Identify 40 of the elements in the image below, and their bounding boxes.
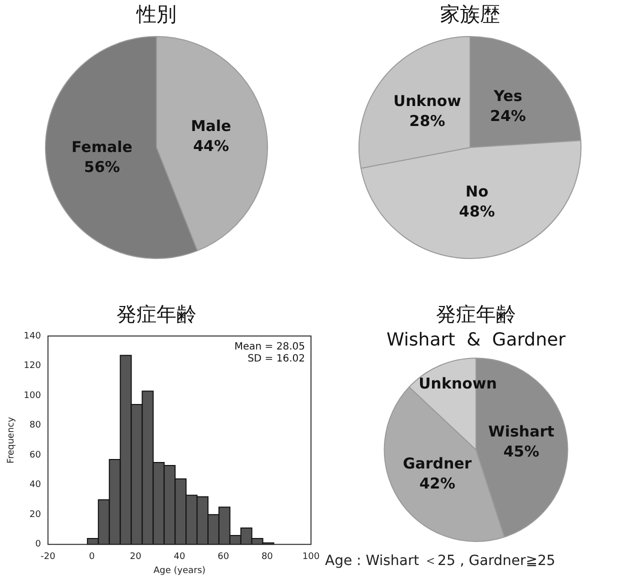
annotation: SD = 16.02 [248, 354, 305, 365]
slice-label: Male [190, 116, 232, 135]
chart-title: 性別 [136, 2, 176, 26]
y-tick-label: 80 [30, 420, 42, 431]
x-tick-label: -20 [40, 552, 56, 562]
y-tick-label: 40 [30, 480, 42, 490]
data-label: 56% [84, 158, 120, 176]
x-tick-label: 20 [130, 552, 142, 562]
y-tick-label: 120 [24, 361, 42, 372]
slice-label: Female [72, 138, 132, 156]
x-tick-label: 0 [88, 552, 95, 562]
annotation: Mean = 28.05 [234, 342, 305, 353]
data-label: 24% [490, 106, 526, 125]
y-tick-label: 140 [24, 331, 42, 342]
slice-label: No [466, 182, 488, 200]
y-tick-label: 100 [24, 390, 42, 401]
y-tick-label: 0 [35, 540, 42, 550]
slice-label: Yes [492, 86, 522, 105]
x-tick-label: 100 [302, 552, 320, 562]
y-tick-label: 60 [30, 450, 42, 460]
data-label: 48% [459, 202, 495, 220]
slice-label: Unknow [393, 92, 462, 110]
data-label: 28% [409, 112, 446, 130]
text: Age : Wishart ＜25 , Gardner≧25 [325, 552, 556, 570]
slice-label: Unknown [418, 374, 497, 393]
y-axis-title: Frequency [6, 416, 17, 464]
chart-title: 家族歴 [440, 2, 500, 26]
x-axis-title: Age (years) [153, 566, 206, 576]
slice-label: Gardner [402, 454, 472, 472]
chart-title: 発症年齢 [436, 302, 516, 326]
data-label: 42% [419, 474, 456, 492]
x-tick-label: 40 [174, 552, 186, 562]
chart-subtitle: Wishart & Gardner [386, 329, 566, 350]
y-tick-label: 20 [30, 510, 42, 520]
data-label: 45% [503, 442, 540, 461]
data-label: 44% [193, 136, 229, 155]
chart-title: 発症年齢 [116, 302, 196, 326]
x-tick-label: 80 [261, 552, 274, 562]
x-tick-label: 60 [218, 552, 230, 562]
slice-label: Wishart [488, 422, 554, 441]
